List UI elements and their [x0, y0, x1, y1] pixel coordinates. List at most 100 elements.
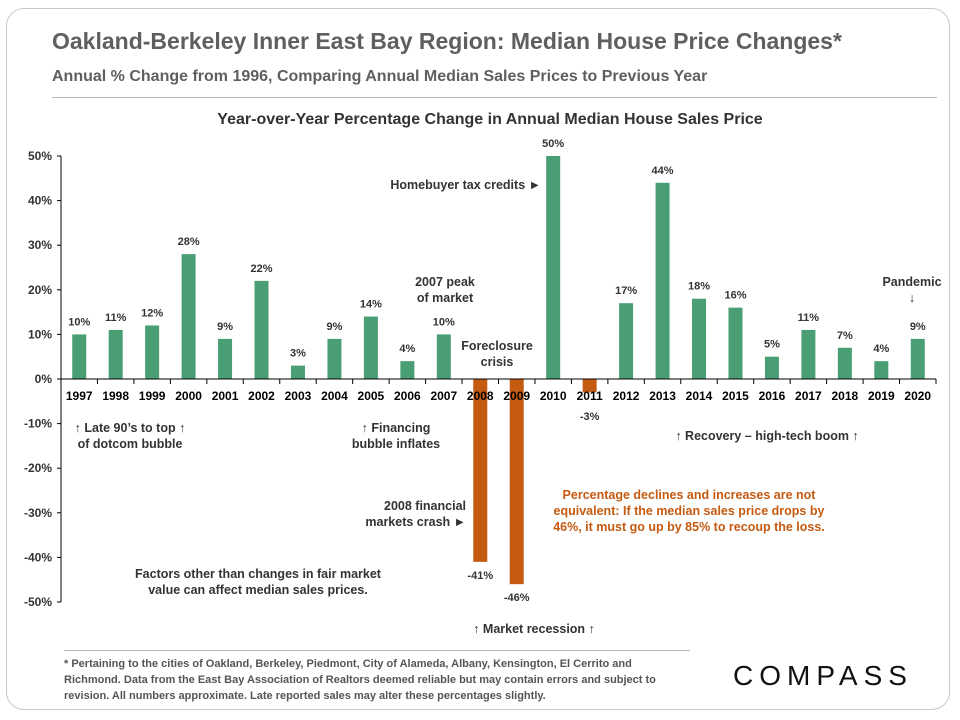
bar	[728, 307, 743, 379]
annotation-2007-peak-line: of market	[417, 291, 474, 305]
x-tick-label: 2005	[358, 389, 385, 403]
y-tick-label: -20%	[24, 461, 52, 475]
bar	[655, 182, 670, 379]
annotation-pandemic-line: Pandemic	[882, 275, 941, 289]
x-tick-label: 2002	[248, 389, 275, 403]
data-label: 14%	[360, 299, 382, 311]
slide-frame	[6, 8, 950, 710]
annotation-dotcom-line: ↑ Late 90’s to top ↑	[75, 421, 186, 435]
x-tick-label: 2013	[649, 389, 676, 403]
bar	[837, 347, 852, 379]
bar	[910, 338, 925, 379]
data-label: 17%	[615, 285, 637, 297]
data-label: -41%	[467, 570, 493, 582]
annotation-2007-peak-line: 2007 peak	[415, 275, 475, 289]
x-tick-label: 2010	[540, 389, 567, 403]
x-tick-label: 2020	[904, 389, 931, 403]
data-label: 50%	[542, 138, 564, 150]
bar	[72, 334, 87, 379]
bar	[108, 329, 123, 379]
x-tick-label: 2004	[321, 389, 348, 403]
bar	[363, 316, 378, 379]
data-label: 4%	[873, 343, 889, 355]
bar	[764, 356, 779, 379]
bar	[801, 329, 816, 379]
chart-title: Year-over-Year Percentage Change in Annu…	[217, 111, 762, 128]
bar	[290, 365, 305, 379]
x-tick-label: 2018	[832, 389, 859, 403]
x-tick-label: 2001	[212, 389, 239, 403]
footnote: * Pertaining to the cities of Oakland, B…	[64, 658, 656, 702]
data-label: 12%	[141, 307, 163, 319]
y-tick-label: 50%	[28, 149, 52, 163]
y-tick-label: -10%	[24, 417, 52, 431]
annotation-factors-line: Factors other than changes in fair marke…	[135, 567, 382, 581]
data-label: 10%	[68, 316, 90, 328]
data-label: 9%	[326, 321, 342, 333]
data-label: 18%	[688, 281, 710, 293]
data-label: 7%	[837, 330, 853, 342]
y-tick-label: -40%	[24, 550, 52, 564]
data-label: 11%	[105, 312, 127, 324]
data-label: -3%	[580, 411, 600, 423]
annotation-percentage-note-line: 46%, it must go up by 85% to recoup the …	[553, 520, 825, 534]
bars-group	[72, 156, 925, 585]
y-tick-label: 40%	[28, 194, 52, 208]
x-tick-label: 2006	[394, 389, 421, 403]
bar	[145, 325, 160, 379]
data-label: 9%	[910, 321, 926, 333]
annotation-financial-crash-line: 2008 financial	[384, 499, 466, 513]
annotation-factors-line: value can affect median sales prices.	[148, 583, 368, 597]
y-tick-label: 10%	[28, 327, 52, 341]
x-tick-label: 2003	[285, 389, 312, 403]
x-tick-label: 2000	[175, 389, 202, 403]
x-tick-label: 2011	[577, 389, 603, 403]
page-title: Oakland-Berkeley Inner East Bay Region: …	[52, 28, 842, 54]
data-label: 22%	[251, 263, 273, 275]
footnote-divider	[64, 650, 690, 651]
bar	[692, 298, 707, 379]
x-tick-label: 1997	[66, 389, 93, 403]
y-tick-label: -50%	[24, 595, 52, 609]
bar	[509, 379, 524, 585]
data-label: 4%	[399, 343, 415, 355]
bar	[874, 361, 889, 379]
x-tick-label: 2014	[686, 389, 713, 403]
annotation-dotcom-line: of dotcom bubble	[78, 437, 183, 451]
x-tick-label: 1998	[102, 389, 129, 403]
annotation-tax-credits-line: Homebuyer tax credits ►	[390, 178, 541, 192]
data-label: 10%	[433, 316, 455, 328]
y-axis: 50% 40% 30% 20% 10% 0% -10% -20% -30% -40% -50%	[24, 149, 61, 609]
x-tick-label: 2017	[795, 389, 822, 403]
y-tick-label: 30%	[28, 238, 52, 252]
bar	[436, 334, 451, 379]
annotation-foreclosure-line: Foreclosure	[461, 339, 533, 353]
annotation-recovery-line: ↑ Recovery – high-tech boom ↑	[675, 429, 858, 443]
page-subtitle: Annual % Change from 1996, Comparing Ann…	[52, 68, 708, 85]
data-labels-group: 10% 11% 12% 28% 9% 22% 3% 9% 14% 4% 10% -41% -46% 50%…	[68, 138, 926, 604]
annotation-foreclosure-line: crisis	[481, 355, 514, 369]
x-tick-label: 2007	[430, 389, 457, 403]
y-tick-label: -30%	[24, 506, 52, 520]
bar	[254, 280, 269, 379]
x-tick-label: 1999	[139, 389, 166, 403]
annotations-group: ↑ Late 90’s to top ↑ of dotcom bubble ↑ Fi…	[75, 178, 942, 636]
data-label: 28%	[178, 236, 200, 248]
annotation-market-recession-line: ↑ Market recession ↑	[473, 622, 595, 636]
title-divider	[52, 97, 937, 98]
data-label: 16%	[724, 290, 746, 302]
annotation-percentage-note-line: Percentage declines and increases are no…	[563, 488, 817, 502]
x-tick-label: 2019	[868, 389, 895, 403]
y-tick-label: 0%	[35, 372, 53, 386]
data-label: -46%	[504, 592, 530, 604]
bar	[582, 379, 597, 393]
data-label: 5%	[764, 339, 780, 351]
annotation-financing-bubble-line: ↑ Financing	[362, 421, 431, 435]
annotation-financing-bubble-line: bubble inflates	[352, 437, 440, 451]
bar	[218, 338, 233, 379]
bar	[546, 156, 561, 379]
data-label: 11%	[798, 312, 820, 324]
bar	[619, 303, 634, 379]
data-label: 9%	[217, 321, 233, 333]
